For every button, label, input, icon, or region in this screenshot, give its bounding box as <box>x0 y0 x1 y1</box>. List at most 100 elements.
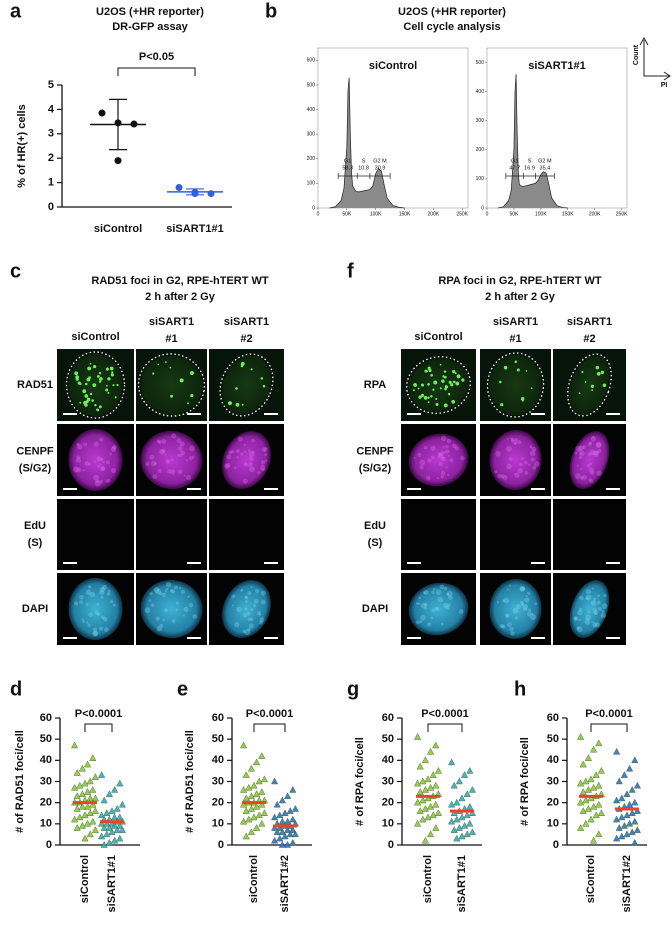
data-point <box>250 813 258 821</box>
focus <box>417 387 420 390</box>
speckle <box>438 461 443 466</box>
speckle <box>524 470 529 475</box>
speckle <box>444 449 450 454</box>
plot-frame <box>317 47 469 209</box>
speckle <box>447 603 451 607</box>
focus <box>595 365 600 370</box>
speckle <box>106 592 111 596</box>
speckle <box>167 469 172 474</box>
speckle <box>158 591 163 596</box>
x-tick-label: 0 <box>486 211 489 217</box>
speckle <box>592 622 598 628</box>
data-point <box>468 809 476 816</box>
axes-icon-x: PI <box>661 82 668 89</box>
y-tick-label: 0 <box>312 205 315 211</box>
speckle <box>248 462 254 467</box>
speckle <box>420 614 426 621</box>
data-point <box>597 766 605 774</box>
speckle <box>532 465 537 470</box>
focus <box>227 401 232 406</box>
data-point <box>105 824 113 831</box>
data-point <box>271 813 279 821</box>
focus <box>444 385 449 389</box>
data-point <box>595 830 603 838</box>
data-point <box>108 807 116 814</box>
speckle <box>161 439 167 444</box>
speckle <box>92 630 99 637</box>
data-point <box>253 824 261 831</box>
speckle <box>187 595 190 598</box>
speckle <box>587 452 592 456</box>
data-point <box>448 758 456 766</box>
data-point <box>432 741 440 749</box>
speckle <box>505 613 510 619</box>
gate-value: 30.9 <box>375 165 386 171</box>
y-tick-label: 40 <box>382 754 394 766</box>
data-point <box>590 783 598 791</box>
speckle <box>74 601 79 606</box>
nucleus <box>489 430 542 490</box>
data-point <box>253 790 261 797</box>
speckle <box>171 619 176 623</box>
y-tick-label: 2 <box>48 152 54 164</box>
data-point <box>450 781 458 789</box>
focus <box>424 369 428 373</box>
speckle <box>247 627 251 631</box>
data-point <box>463 830 471 838</box>
speckle <box>436 476 440 480</box>
speckle <box>98 626 104 631</box>
speckle <box>164 589 168 593</box>
speckle <box>235 449 240 454</box>
focus <box>499 380 502 384</box>
data-point <box>98 109 106 117</box>
data-point <box>271 824 279 831</box>
data-point <box>579 788 587 795</box>
speckle <box>514 472 520 478</box>
nucleus <box>222 580 271 638</box>
speckle <box>523 607 528 612</box>
data-point <box>89 800 97 808</box>
data-point <box>450 826 458 833</box>
speckle <box>596 470 602 476</box>
speckle <box>159 449 165 455</box>
speckle <box>110 446 117 452</box>
speckle <box>423 445 428 450</box>
speckle <box>495 451 501 457</box>
data-point <box>592 811 600 819</box>
speckle <box>591 587 594 590</box>
data-point <box>429 771 437 778</box>
speckle <box>417 452 422 457</box>
speckle <box>506 438 509 441</box>
data-point <box>416 807 424 814</box>
focus <box>427 401 430 404</box>
speckle <box>102 461 105 464</box>
data-point <box>240 800 248 808</box>
data-point <box>103 830 111 838</box>
speckle <box>155 616 161 621</box>
focus <box>421 393 425 397</box>
data-point <box>84 802 92 810</box>
speckle <box>454 446 459 451</box>
focus <box>423 395 428 400</box>
focus <box>99 377 103 381</box>
speckle <box>435 606 439 611</box>
focus <box>235 387 238 390</box>
y-axis-label: # of RPA foci/cell <box>354 737 366 826</box>
speckle <box>157 468 162 473</box>
y-tick-label: 30 <box>212 775 224 787</box>
speckle <box>169 589 173 593</box>
y-tick-label: 50 <box>547 733 559 745</box>
data-point <box>289 815 297 823</box>
focus <box>112 384 115 387</box>
focus <box>430 395 433 398</box>
speckle <box>582 445 587 449</box>
speckle <box>106 478 111 483</box>
speckle <box>510 439 514 443</box>
speckle <box>257 470 261 475</box>
data-point <box>81 811 89 819</box>
speckle <box>446 438 452 444</box>
micrograph <box>480 499 551 570</box>
data-point <box>273 828 281 835</box>
speckle <box>442 445 445 449</box>
